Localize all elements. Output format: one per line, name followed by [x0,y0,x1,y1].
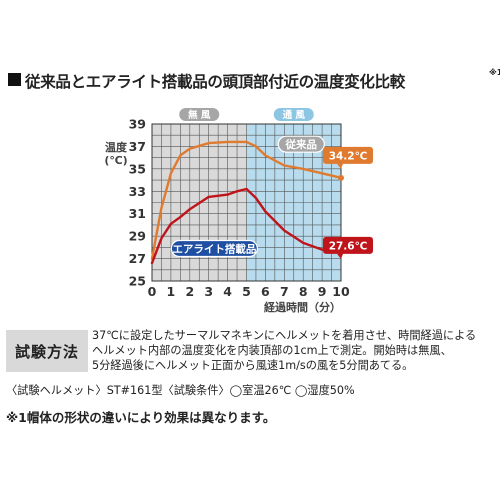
series-line [150,187,343,265]
title-square-icon [8,73,21,86]
x-tick-label: 7 [280,284,289,299]
y-tick-label: 25 [129,274,146,289]
y-tick-label: 35 [129,161,146,176]
y-tick-label: 27 [129,251,146,266]
temperature-chart: 無 風 通 風 25 27 29 31 33 35 37 39 0 1 2 3 4 5 6 7 8 9 10 温度(℃)… [104,108,373,314]
y-tick-label: 39 [129,117,146,132]
end-value-badge [323,146,373,164]
x-tick-label: 0 [148,284,157,299]
end-value-label: 34.2℃ [329,150,368,162]
x-tick-label: 9 [318,284,327,299]
footnote: ※1帽体の形状の違いにより効果は異なります。 [6,410,276,425]
series-name-badge [277,135,325,153]
method-line: 37℃に設定したサーマルマネキンにヘルメットを着用させ、時間経過による [92,329,477,342]
phase-label: 無 風 [188,109,211,121]
y-tick-label: 33 [129,184,146,199]
x-tick-label: 2 [185,284,194,299]
y-tick-label: 37 [129,139,146,154]
series-endpoint [338,174,344,181]
x-tick-label: 8 [299,284,308,299]
end-value-label: 27.6℃ [329,240,368,252]
x-tick-label: 5 [242,284,251,299]
x-axis-label: 経過時間（分） [264,300,341,314]
phase-label: 通 風 [283,110,306,121]
y-axis-label: 温度 [105,140,128,154]
series-name-label: 従来品 [285,138,318,151]
x-tick-label: 3 [204,284,213,299]
y-tick-label: 31 [129,206,146,221]
phase-badge [273,108,314,121]
title-footnote-mark: ※1 [489,68,500,77]
method-line: 5分経過後にヘルメット正面から風速1m/sの風を5分間あてる。 [92,359,414,372]
plot-frame [151,123,342,282]
x-tick-label: 4 [223,284,232,299]
end-value-badge [323,236,373,254]
method-description: 37℃に設定したサーマルマネキンにヘルメットを着用させ、時間経過による ヘルメッ… [92,328,496,373]
x-tick-label: 6 [261,284,270,299]
end-value-pointer [337,253,343,259]
method-label-box: 試験方法 [6,330,88,372]
x-tick-label: 1 [167,284,176,299]
phase-badge [179,108,220,121]
y-axis-label: (℃) [104,154,127,167]
method-label: 試験方法 [14,342,79,361]
end-value-pointer [337,163,343,169]
chart-title-row: 従来品とエアライト搭載品の頭頂部付近の温度変化比較 ※1 [8,68,500,94]
method-line: ヘルメット内部の温度変化を内装頂部の1cm上で測定。開始時は無風、 [92,344,452,357]
y-tick-label: 29 [129,229,146,244]
series-name-badge [170,239,258,258]
chart-title: 従来品とエアライト搭載品の頭頂部付近の温度変化比較 [25,73,406,91]
series-name-label: エアライト搭載品 [172,242,256,255]
x-tick-label: 10 [332,284,350,299]
test-conditions: 〈試験ヘルメット〉ST#161型〈試験条件〉◯室温26℃ ◯湿度50% [6,384,355,397]
series-line [150,140,343,260]
